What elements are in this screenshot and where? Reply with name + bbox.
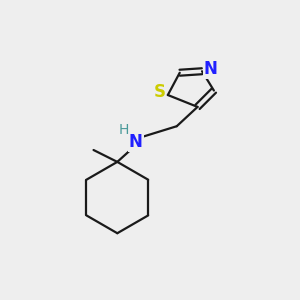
Text: H: H [119, 123, 129, 137]
Text: N: N [129, 133, 143, 151]
Text: N: N [204, 61, 218, 79]
Text: S: S [154, 83, 166, 101]
